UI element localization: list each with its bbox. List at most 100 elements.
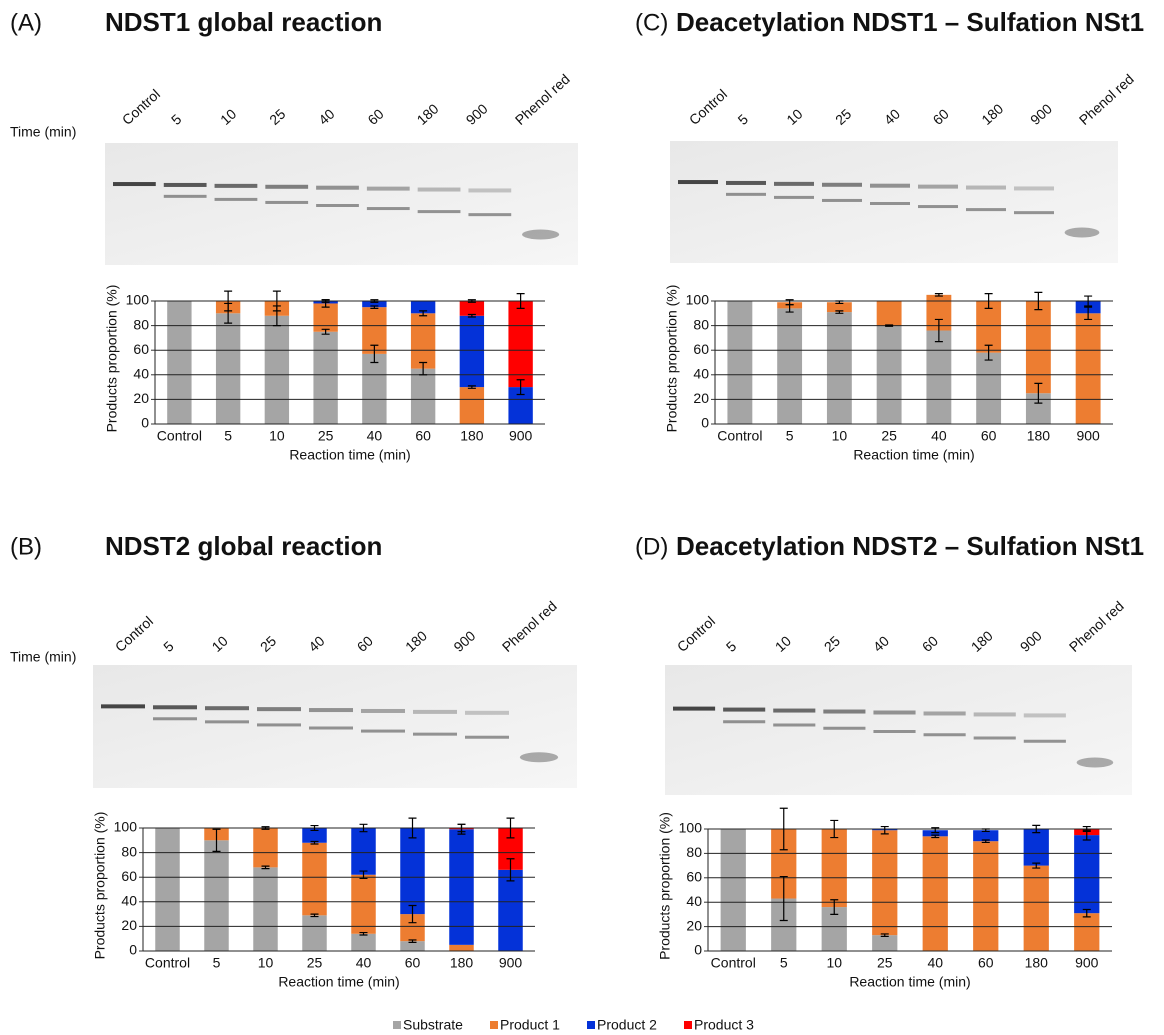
error-bar xyxy=(880,825,889,835)
error-bar xyxy=(467,299,476,303)
error-bar xyxy=(272,290,281,312)
gel-band xyxy=(1064,227,1100,238)
bar-segment xyxy=(720,829,746,951)
gel-band xyxy=(101,704,145,709)
error-bar xyxy=(310,824,319,832)
error-bar xyxy=(467,385,476,389)
y-tick-label: 40 xyxy=(133,366,149,382)
gel-band xyxy=(973,736,1016,740)
x-tick-label: 900 xyxy=(499,955,523,971)
lane-label: 900 xyxy=(450,627,478,655)
gel-band xyxy=(823,726,866,730)
bar-segment xyxy=(167,301,192,424)
lane-label: Control xyxy=(112,613,156,655)
bar-segment xyxy=(204,840,229,951)
bar-segment xyxy=(410,301,436,314)
bar-segment xyxy=(1074,835,1100,914)
y-tick-label: 40 xyxy=(121,893,137,909)
gel-band xyxy=(918,205,958,209)
gel-band xyxy=(113,182,156,187)
error-bar xyxy=(516,293,525,309)
lane-label: 60 xyxy=(919,633,941,655)
x-axis-title: Reaction time (min) xyxy=(278,974,399,990)
error-bar xyxy=(224,290,233,312)
error-bar xyxy=(408,817,417,839)
gel-band xyxy=(726,192,766,196)
legend-swatch xyxy=(490,1021,498,1029)
gel-band xyxy=(822,182,862,187)
x-tick-label: Control xyxy=(717,428,762,444)
gel-band xyxy=(873,730,916,733)
gel-band xyxy=(366,186,410,191)
lane-label: 180 xyxy=(978,100,1006,128)
gel-band xyxy=(673,706,716,711)
panel-label: (C) xyxy=(635,9,668,36)
y-tick-label: 60 xyxy=(121,868,137,884)
error-bar xyxy=(261,826,270,830)
y-tick-label: 60 xyxy=(133,341,149,357)
gel-band xyxy=(966,208,1006,212)
gel-band xyxy=(1014,211,1054,215)
error-bar xyxy=(1082,825,1091,833)
bar-segment xyxy=(302,915,327,951)
error-bar xyxy=(1082,908,1091,918)
gel-band xyxy=(205,706,249,711)
lane-label: 60 xyxy=(930,106,952,128)
x-axis-title: Reaction time (min) xyxy=(289,447,410,463)
lane-label: 10 xyxy=(783,106,805,128)
lane-label: 60 xyxy=(364,106,386,128)
error-bar xyxy=(1034,291,1043,311)
lane-label: 40 xyxy=(870,633,892,655)
lane-label: 5 xyxy=(723,638,740,655)
bar-segment xyxy=(876,301,902,326)
error-bar xyxy=(1084,306,1093,321)
gel-band xyxy=(1014,186,1054,191)
chart-title: NDST1 global reaction xyxy=(105,7,382,37)
lane-label: Control xyxy=(686,86,730,128)
bar-segment xyxy=(459,301,485,316)
gel-band xyxy=(1023,739,1066,743)
gel-band xyxy=(774,195,814,199)
lane-label: 5 xyxy=(160,638,177,655)
legend-swatch xyxy=(393,1021,401,1029)
y-tick-label: 0 xyxy=(701,415,709,431)
x-tick-label: 180 xyxy=(450,955,474,971)
x-tick-label: 60 xyxy=(415,428,431,444)
gel-band xyxy=(214,197,258,201)
bar-segment xyxy=(1023,865,1049,951)
y-tick-label: 20 xyxy=(686,917,702,933)
y-axis-title: Products proportion (%) xyxy=(657,812,673,960)
x-tick-label: 180 xyxy=(1025,955,1049,971)
x-tick-label: 40 xyxy=(927,955,943,971)
error-bar xyxy=(931,834,940,839)
gel-band xyxy=(773,723,816,727)
gel-band xyxy=(257,723,301,727)
bar-segment xyxy=(351,874,376,934)
y-tick-label: 60 xyxy=(686,869,702,885)
gel-header: Time (min) xyxy=(10,124,76,140)
bar-segment xyxy=(926,330,952,424)
error-bar xyxy=(419,310,428,317)
error-bar xyxy=(310,913,319,918)
lane-label: Control xyxy=(674,613,718,655)
error-bar xyxy=(779,807,788,851)
gel-header: Time (min) xyxy=(10,649,76,665)
legend-label: Product 2 xyxy=(597,1017,657,1033)
bar-segment xyxy=(976,352,1002,424)
error-bar xyxy=(457,823,466,833)
error-bar xyxy=(830,819,839,839)
x-tick-label: 900 xyxy=(509,428,533,444)
x-tick-label: 40 xyxy=(931,428,947,444)
gel-band xyxy=(465,710,509,715)
gel-band xyxy=(723,720,766,724)
lane-label: 40 xyxy=(305,633,327,655)
error-bar xyxy=(779,875,788,922)
x-axis-title: Reaction time (min) xyxy=(849,974,970,990)
bar-segment xyxy=(155,828,180,951)
lane-label: 25 xyxy=(266,106,288,128)
gel-band xyxy=(366,207,410,211)
gel-band xyxy=(873,710,916,715)
x-tick-label: 25 xyxy=(881,428,897,444)
y-tick-label: 20 xyxy=(121,917,137,933)
y-tick-label: 100 xyxy=(686,292,710,308)
